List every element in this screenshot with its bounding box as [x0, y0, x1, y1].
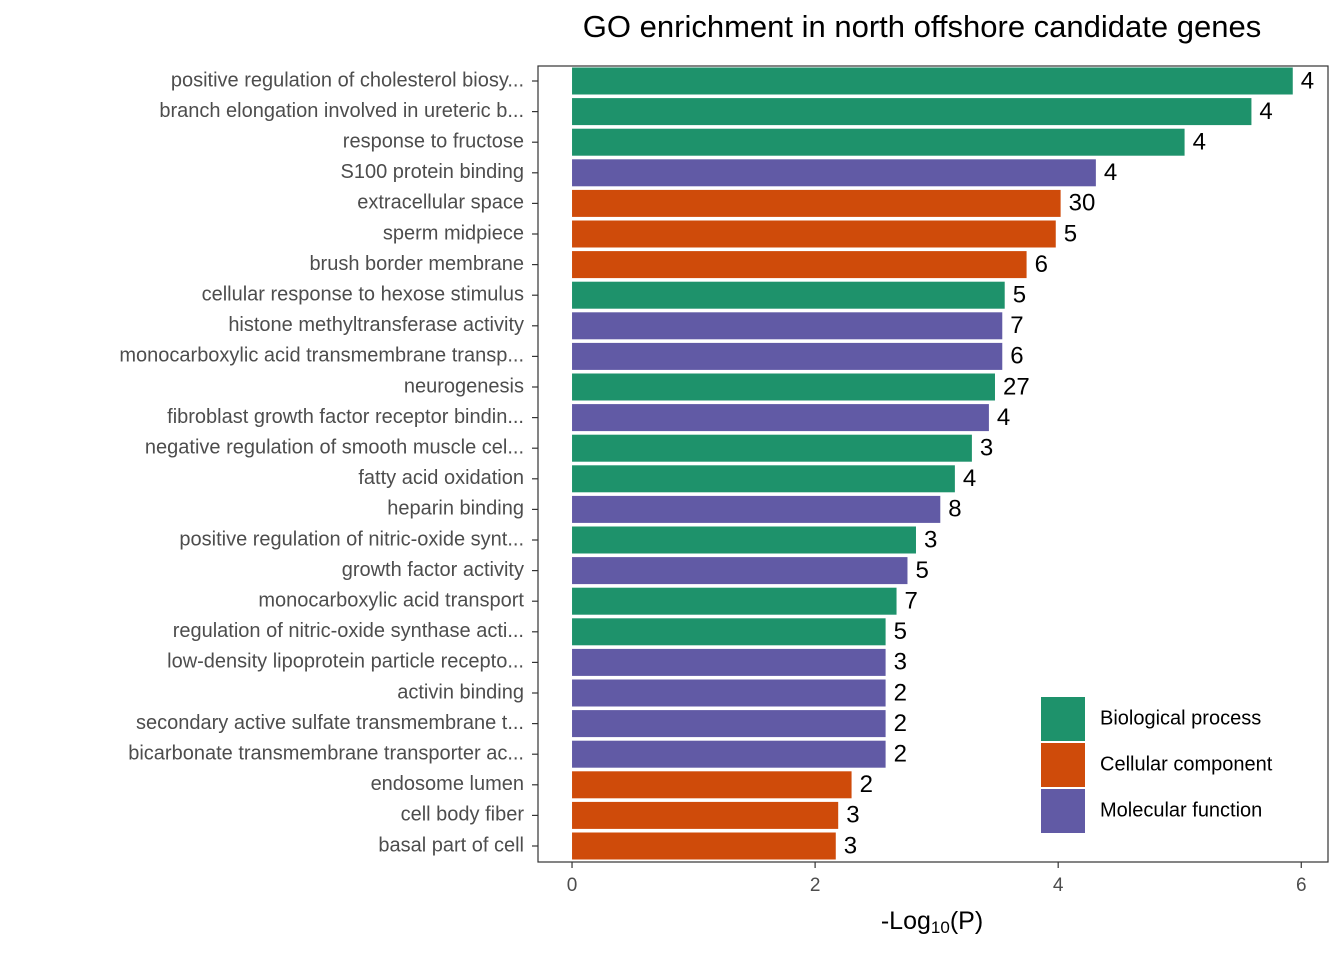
plot-panel: [537, 65, 1329, 863]
count-label: 27: [1003, 373, 1030, 400]
bar: [572, 465, 955, 493]
y-tick-label: extracellular space: [357, 192, 524, 214]
legend-key: [1041, 697, 1085, 741]
bar: [572, 557, 908, 585]
count-label: 7: [1010, 312, 1023, 339]
bar: [572, 587, 897, 615]
count-label: 5: [915, 557, 928, 584]
y-tick-label: monocarboxylic acid transmembrane transp…: [119, 345, 524, 367]
x-tick-label: 0: [567, 875, 578, 896]
y-tick-label: basal part of cell: [378, 834, 524, 856]
y-tick-label: fibroblast growth factor receptor bindin…: [167, 406, 524, 428]
count-label: 8: [948, 496, 961, 523]
bar: [572, 526, 916, 554]
x-tick-label: 2: [810, 875, 821, 896]
bar: [572, 220, 1056, 248]
y-tick-label: heparin binding: [387, 498, 524, 520]
chart-title: GO enrichment in north offshore candidat…: [583, 9, 1261, 44]
y-tick-label: sperm midpiece: [383, 222, 524, 244]
bar: [572, 251, 1027, 279]
legend-label: Cellular component: [1100, 753, 1273, 775]
count-label: 4: [963, 465, 976, 492]
count-label: 3: [980, 435, 993, 462]
bar: [572, 312, 1003, 340]
count-label: 7: [905, 588, 918, 615]
y-tick-label: low-density lipoprotein particle recepto…: [167, 651, 524, 673]
bar: [572, 189, 1061, 217]
bar: [572, 159, 1096, 187]
count-label: 4: [1259, 98, 1272, 125]
count-label: 3: [846, 802, 859, 829]
x-axis-label: -Log10(P): [881, 907, 983, 938]
x-label-sub: 10: [931, 918, 950, 937]
bar: [572, 434, 972, 462]
count-label: 3: [894, 649, 907, 676]
bar: [572, 342, 1003, 370]
bar: [572, 740, 886, 768]
x-label-prefix: -Log: [881, 907, 931, 935]
x-tick-label: 6: [1296, 875, 1307, 896]
count-label: 2: [860, 771, 873, 798]
bar: [572, 618, 886, 646]
bar: [572, 67, 1293, 95]
y-tick-label: fatty acid oxidation: [358, 467, 524, 489]
count-label: 4: [1301, 67, 1314, 94]
y-tick-label: neurogenesis: [404, 375, 524, 397]
x-label-suffix: (P): [950, 907, 983, 935]
count-label: 4: [997, 404, 1010, 431]
y-tick-label: monocarboxylic acid transport: [258, 589, 524, 611]
count-label: 6: [1010, 343, 1023, 370]
y-tick-label: brush border membrane: [309, 253, 524, 275]
count-label: 4: [1193, 129, 1206, 156]
count-label: 6: [1035, 251, 1048, 278]
bar: [572, 281, 1005, 309]
legend-key: [1041, 789, 1085, 833]
y-tick-label: positive regulation of nitric-oxide synt…: [179, 528, 524, 550]
bar: [572, 832, 836, 860]
bar: [572, 679, 886, 707]
y-tick-label: activin binding: [397, 681, 524, 703]
bar: [572, 98, 1252, 126]
y-tick-label: positive regulation of cholesterol biosy…: [171, 69, 524, 91]
count-label: 3: [844, 832, 857, 859]
legend-key: [1041, 743, 1085, 787]
count-label: 5: [1013, 282, 1026, 309]
bar: [572, 495, 941, 523]
y-tick-label: regulation of nitric-oxide synthase acti…: [173, 620, 524, 642]
count-label: 4: [1104, 159, 1117, 186]
count-label: 5: [1064, 220, 1077, 247]
bar: [572, 373, 995, 401]
count-label: 30: [1069, 190, 1096, 217]
y-tick-label: cell body fiber: [401, 804, 525, 826]
y-tick-label: endosome lumen: [371, 773, 524, 795]
bar: [572, 771, 852, 799]
y-tick-label: secondary active sulfate transmembrane t…: [136, 712, 524, 734]
count-label: 5: [894, 618, 907, 645]
x-tick-label: 4: [1053, 875, 1064, 896]
count-label: 2: [894, 710, 907, 737]
y-tick-label: bicarbonate transmembrane transporter ac…: [128, 742, 524, 764]
y-tick-label: response to fructose: [343, 130, 524, 152]
count-label: 2: [894, 741, 907, 768]
y-tick-label: cellular response to hexose stimulus: [202, 283, 524, 305]
legend-label: Molecular function: [1100, 799, 1262, 821]
y-tick-label: negative regulation of smooth muscle cel…: [145, 436, 524, 458]
bar: [572, 801, 839, 829]
count-label: 2: [894, 679, 907, 706]
y-tick-label: histone methyltransferase activity: [228, 314, 524, 336]
bar: [572, 648, 886, 676]
legend-label: Biological process: [1100, 707, 1261, 729]
bar: [572, 128, 1185, 156]
count-label: 3: [924, 526, 937, 553]
y-tick-label: S100 protein binding: [341, 161, 524, 183]
y-tick-label: branch elongation involved in ureteric b…: [159, 100, 524, 122]
y-tick-label: growth factor activity: [342, 559, 524, 581]
bar: [572, 710, 886, 738]
bar: [572, 404, 989, 432]
